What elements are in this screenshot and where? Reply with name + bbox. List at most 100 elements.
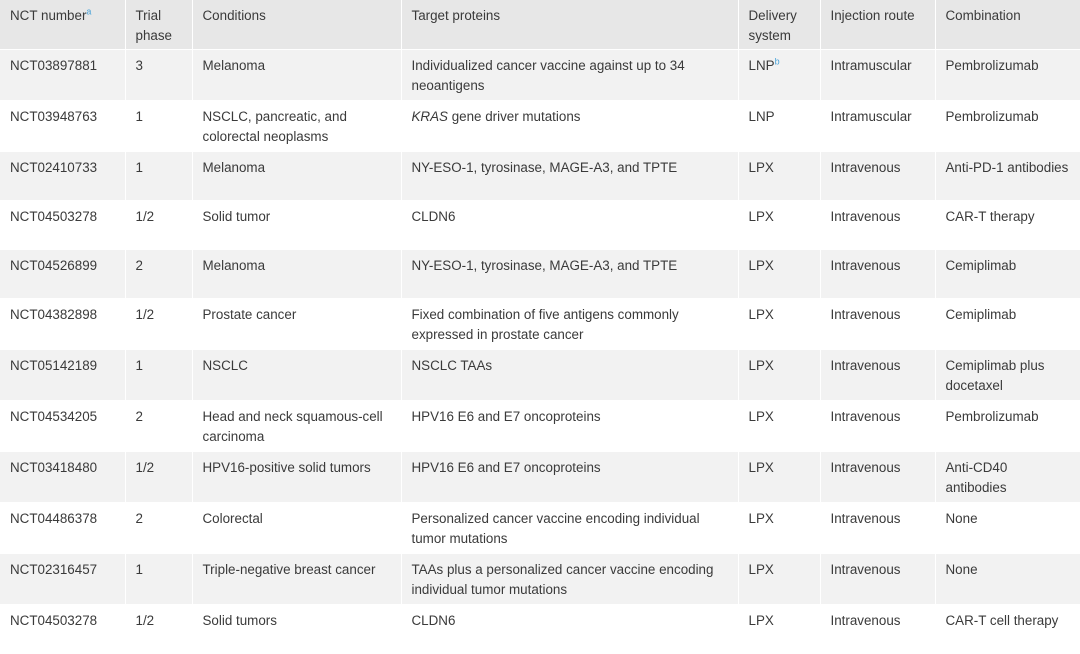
cell-target-proteins: HPV16 E6 and E7 oncoproteins (401, 451, 739, 503)
cell-injection-route: Intravenous (820, 349, 936, 401)
cell-conditions: Solid tumor (192, 200, 402, 250)
cell-target-proteins: Fixed combination of five antigens commo… (401, 298, 739, 350)
cell-trial-phase: 1 (125, 553, 193, 605)
cell-trial-phase: 2 (125, 502, 193, 554)
cell-trial-phase: 2 (125, 400, 193, 452)
cell-nct-number: NCT04503278 (0, 200, 126, 250)
cell-conditions: Head and neck squamous-cell carcinoma (192, 400, 402, 452)
header-delivery-system: Delivery system (738, 0, 821, 50)
table-row: NCT04382898 1/2 Prostate cancer Fixed combi… (0, 298, 1080, 350)
cell-trial-phase: 1/2 (125, 604, 193, 654)
cell-conditions: Triple-negative breast cancer (192, 553, 402, 605)
cell-combination: CAR-T therapy (935, 200, 1080, 250)
cell-target-proteins: KRAS gene driver mutations (401, 100, 739, 152)
cell-nct-number: NCT04534205 (0, 400, 126, 452)
cell-combination: CAR-T cell therapy (935, 604, 1080, 654)
cell-combination: Cemiplimab (935, 298, 1080, 350)
cell-target-proteins: TAAs plus a personalized cancer vaccine … (401, 553, 739, 605)
cell-combination: Pembrolizumab (935, 49, 1080, 101)
cell-injection-route: Intravenous (820, 400, 936, 452)
cell-injection-route: Intravenous (820, 451, 936, 503)
cell-target-proteins: NSCLC TAAs (401, 349, 739, 401)
cell-trial-phase: 1/2 (125, 200, 193, 250)
header-trial-phase: Trial phase (125, 0, 193, 50)
cell-target-proteins: Individualized cancer vaccine against up… (401, 49, 739, 101)
cell-trial-phase: 1/2 (125, 298, 193, 350)
cell-injection-route: Intravenous (820, 249, 936, 299)
cell-nct-number: NCT05142189 (0, 349, 126, 401)
header-conditions: Conditions (192, 0, 402, 50)
cell-injection-route: Intramuscular (820, 100, 936, 152)
cell-conditions: HPV16-positive solid tumors (192, 451, 402, 503)
cell-combination: Cemiplimab (935, 249, 1080, 299)
cell-trial-phase: 2 (125, 249, 193, 299)
cell-delivery-system: LPX (738, 553, 821, 605)
cell-nct-number: NCT04503278 (0, 604, 126, 654)
gene-name: KRAS (411, 109, 448, 124)
cell-target-proteins: NY-ESO-1, tyrosinase, MAGE-A3, and TPTE (401, 249, 739, 299)
cell-delivery-system: LNPb (738, 49, 821, 101)
cell-conditions: Colorectal (192, 502, 402, 554)
cell-injection-route: Intravenous (820, 502, 936, 554)
footnote-marker: b (774, 56, 780, 67)
cell-nct-number: NCT02316457 (0, 553, 126, 605)
cell-target-proteins: Personalized cancer vaccine encoding ind… (401, 502, 739, 554)
header-injection-route: Injection route (820, 0, 936, 50)
table-row: NCT04526899 2 Melanoma NY-ESO-1, tyrosinase… (0, 249, 1080, 299)
cell-delivery-system: LPX (738, 200, 821, 250)
cell-injection-route: Intravenous (820, 151, 936, 201)
cell-conditions: Melanoma (192, 151, 402, 201)
cell-conditions: Melanoma (192, 249, 402, 299)
table-row: NCT04503278 1/2 Solid tumor CLDN6 LPX Intrave… (0, 200, 1080, 250)
cell-combination: Pembrolizumab (935, 100, 1080, 152)
footnote-marker: a (86, 6, 92, 17)
cell-delivery-system: LNP (738, 100, 821, 152)
cell-nct-number: NCT04382898 (0, 298, 126, 350)
cell-nct-number: NCT04526899 (0, 249, 126, 299)
cell-delivery-system: LPX (738, 349, 821, 401)
cell-trial-phase: 1 (125, 100, 193, 152)
cell-target-proteins: NY-ESO-1, tyrosinase, MAGE-A3, and TPTE (401, 151, 739, 201)
header-combination: Combination (935, 0, 1080, 50)
cell-nct-number: NCT04486378 (0, 502, 126, 554)
cell-delivery-system: LPX (738, 451, 821, 503)
cell-conditions: NSCLC (192, 349, 402, 401)
cell-delivery-system: LPX (738, 502, 821, 554)
header-nct-number: NCT numbera (0, 0, 126, 50)
cell-target-proteins: CLDN6 (401, 604, 739, 654)
cell-combination: Anti-PD-1 antibodies (935, 151, 1080, 201)
cell-injection-route: Intravenous (820, 200, 936, 250)
table-row: NCT05142189 1 NSCLC NSCLC TAAs LPX Intravenou… (0, 349, 1080, 401)
cell-trial-phase: 1 (125, 151, 193, 201)
table-row: NCT03948763 1 NSCLC, pancreatic, and color… (0, 100, 1080, 152)
table-row: NCT03418480 1/2 HPV16-positive solid tumor… (0, 451, 1080, 503)
cell-combination: Pembrolizumab (935, 400, 1080, 452)
cell-combination: Cemiplimab plus docetaxel (935, 349, 1080, 401)
table-row: NCT03897881 3 Melanoma Individualized cance… (0, 49, 1080, 101)
cell-conditions: NSCLC, pancreatic, and colorectal neopla… (192, 100, 402, 152)
cell-delivery-system: LPX (738, 400, 821, 452)
table-row: NCT02316457 1 Triple-negative breast cance… (0, 553, 1080, 605)
header-target-proteins: Target proteins (401, 0, 739, 50)
cell-combination: Anti-CD40 antibodies (935, 451, 1080, 503)
cell-combination: None (935, 553, 1080, 605)
cell-delivery-system: LPX (738, 604, 821, 654)
cell-nct-number: NCT03418480 (0, 451, 126, 503)
table-row: NCT04486378 2 Colorectal Personalized cance… (0, 502, 1080, 554)
cell-trial-phase: 1/2 (125, 451, 193, 503)
table-row: NCT02410733 1 Melanoma NY-ESO-1, tyrosinase… (0, 151, 1080, 201)
cell-conditions: Melanoma (192, 49, 402, 101)
cell-combination: None (935, 502, 1080, 554)
table-row: NCT04503278 1/2 Solid tumors CLDN6 LPX Intrav… (0, 604, 1080, 654)
cell-trial-phase: 1 (125, 349, 193, 401)
cell-nct-number: NCT02410733 (0, 151, 126, 201)
table-row: NCT04534205 2 Head and neck squamous-cell … (0, 400, 1080, 452)
header-row: NCT numbera Trial phase Conditions Targe… (0, 0, 1080, 50)
cell-conditions: Prostate cancer (192, 298, 402, 350)
cell-delivery-system: LPX (738, 298, 821, 350)
cell-injection-route: Intravenous (820, 604, 936, 654)
cell-target-proteins: CLDN6 (401, 200, 739, 250)
cell-conditions: Solid tumors (192, 604, 402, 654)
cell-nct-number: NCT03948763 (0, 100, 126, 152)
